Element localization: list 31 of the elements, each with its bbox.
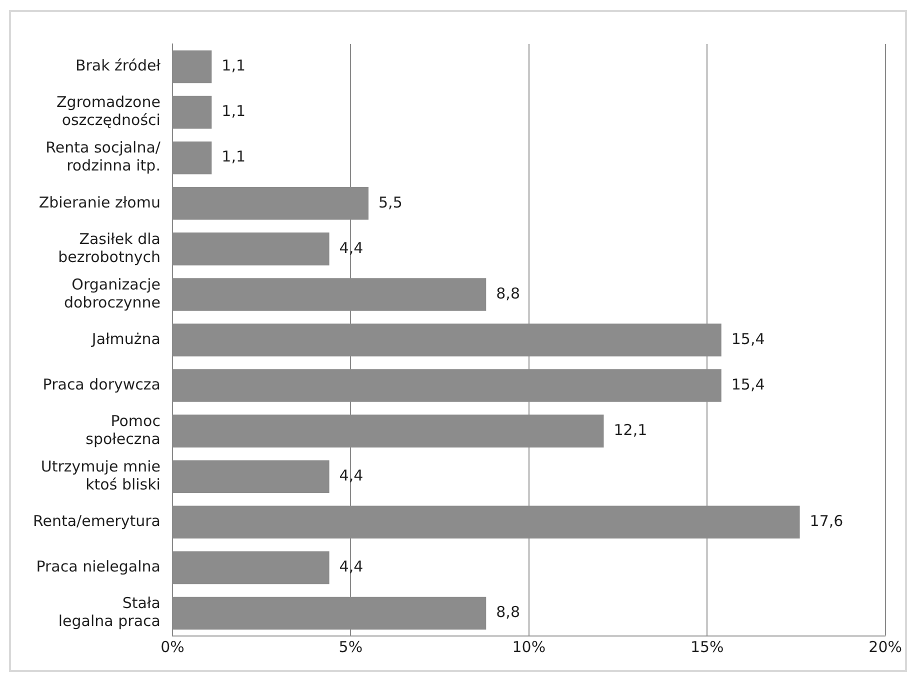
y-tick-label: Renta socjalna/ rodzinna itp.	[46, 138, 162, 175]
data-label: 12,1	[614, 420, 648, 439]
y-tick-label: Jałmużna	[90, 330, 160, 348]
x-tick-label: 10%	[512, 638, 546, 656]
y-tick-label: Zasiłek dla bezrobotnych	[58, 230, 160, 266]
x-tick-label: 15%	[690, 638, 724, 656]
y-tick-label: Utrzymuje mnie ktoś bliski	[40, 458, 160, 494]
y-tick-label: Organizacje dobroczynne	[64, 275, 160, 312]
data-label: 1,1	[222, 56, 246, 75]
data-label: 1,1	[222, 102, 246, 120]
y-tick-label: Stała legalna praca	[58, 594, 160, 630]
data-label: 8,8	[496, 284, 520, 302]
data-label: 15,4	[731, 375, 765, 394]
data-label: 8,8	[496, 603, 520, 622]
y-tick-label: Praca nielegalna	[36, 558, 160, 576]
x-tick-label: 20%	[868, 638, 902, 656]
x-tick-label: 0%	[160, 638, 184, 656]
y-tick-label: Renta/emerytura	[32, 512, 160, 530]
x-tick-label: 5%	[338, 638, 363, 656]
y-tick-label: Pomoc społeczna	[86, 412, 160, 448]
data-label: 5,5	[378, 193, 402, 212]
data-label: 1,1	[222, 148, 246, 166]
data-label: 4,4	[339, 466, 364, 485]
y-tick-label: Brak źródeł	[75, 56, 162, 75]
data-label: 4,4	[339, 558, 364, 576]
y-tick-label: Zbieranie złomu	[38, 193, 160, 212]
data-label: 4,4	[339, 238, 364, 257]
data-label: 15,4	[731, 330, 765, 348]
y-tick-label: Zgromadzone oszczędności	[56, 93, 160, 130]
data-label: 17,6	[810, 512, 844, 530]
y-tick-label: Praca dorywcza	[42, 375, 160, 394]
